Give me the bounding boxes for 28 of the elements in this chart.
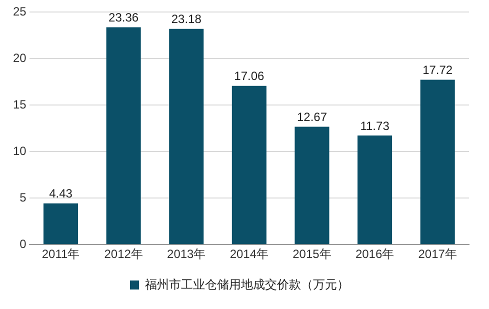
y-tick-label: 20 [12, 50, 27, 65]
bar [232, 86, 266, 244]
bar [358, 135, 392, 244]
data-label: 17.06 [234, 69, 265, 84]
data-label: 17.72 [422, 63, 453, 78]
x-tick-label: 2011年 [42, 247, 80, 262]
y-tick-label: 5 [20, 190, 27, 204]
legend-label: 福州市工业仓储用地成交价款（万元） [145, 277, 349, 292]
bar [106, 27, 141, 244]
data-label: 12.67 [296, 110, 328, 124]
y-tick-label: 0 [20, 236, 27, 251]
bar [43, 203, 78, 244]
y-tick-label: 25 [12, 4, 27, 18]
bar [169, 28, 204, 244]
y-tick-label: 10 [12, 144, 27, 158]
bar [420, 80, 455, 244]
x-tick-label: 2016年 [355, 247, 394, 262]
data-label: 23.36 [108, 10, 139, 25]
x-tick-label: 2017年 [418, 247, 457, 262]
data-label: 4.43 [49, 186, 73, 201]
x-tick-label: 2015年 [292, 247, 332, 262]
x-tick-label: 2014年 [230, 247, 269, 262]
data-label: 11.73 [360, 118, 390, 133]
x-tick-label: 2012年 [104, 247, 143, 262]
data-label: 23.18 [171, 12, 202, 26]
y-tick-label: 15 [12, 97, 27, 112]
bar [294, 126, 330, 244]
x-tick-label: 2013年 [167, 247, 206, 262]
